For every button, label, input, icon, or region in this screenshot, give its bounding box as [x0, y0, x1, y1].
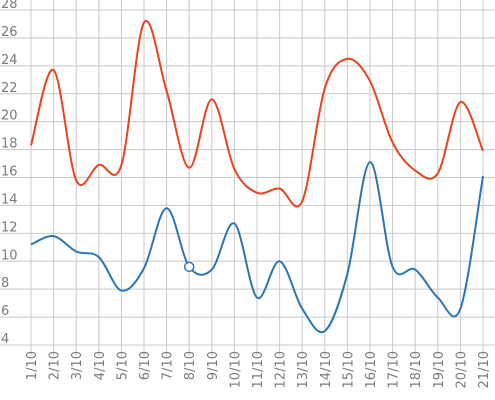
highlight-marker[interactable] [183, 261, 195, 273]
y-axis: 4 6 8 10 12 14 16 18 20 22 24 26 28 [1, 0, 18, 347]
x-tick-label: 12/10 [274, 351, 289, 388]
data-point [255, 295, 260, 300]
y-tick-label: 14 [1, 192, 18, 207]
data-point [322, 329, 327, 334]
y-tick-label: 24 [1, 53, 18, 68]
x-tick-label: 13/10 [296, 351, 311, 388]
x-tick-label: 7/10 [161, 351, 176, 380]
data-point [29, 242, 34, 247]
y-tick-label: 22 [1, 81, 18, 96]
data-point [74, 249, 79, 254]
x-tick-label: 17/10 [387, 351, 402, 388]
data-point [481, 148, 486, 153]
x-tick-label: 14/10 [319, 351, 334, 388]
data-point [435, 295, 440, 300]
y-tick-label: 16 [1, 165, 18, 180]
x-tick-label: 15/10 [341, 351, 356, 388]
data-point [119, 288, 124, 293]
x-tick-label: 19/10 [432, 351, 447, 388]
data-point [300, 306, 305, 311]
data-point [187, 165, 192, 170]
data-point [74, 178, 79, 183]
x-tick-label: 20/10 [454, 351, 469, 388]
data-point [119, 162, 124, 167]
x-tick-label: 4/10 [93, 351, 108, 380]
x-tick-label: 9/10 [206, 351, 221, 380]
data-point [142, 266, 147, 271]
data-point [209, 97, 214, 102]
grid [0, 0, 495, 356]
y-tick-label: 10 [1, 248, 18, 263]
y-tick-label: 18 [1, 137, 18, 152]
y-tick-label: 12 [1, 220, 18, 235]
y-tick-label: 8 [1, 276, 9, 291]
data-point [96, 162, 101, 167]
x-tick-label: 16/10 [364, 351, 379, 388]
x-tick-label: 10/10 [228, 351, 243, 388]
data-point [29, 143, 34, 148]
y-tick-label: 28 [1, 0, 18, 12]
data-point [255, 190, 260, 195]
data-point [345, 271, 350, 276]
y-tick-label: 4 [1, 332, 9, 347]
y-tick-label: 26 [1, 25, 18, 40]
data-point [368, 160, 373, 165]
data-point [390, 264, 395, 269]
data-point [458, 100, 463, 105]
x-tick-label: 1/10 [25, 351, 40, 380]
x-tick-label: 18/10 [409, 351, 424, 388]
data-point [232, 221, 237, 226]
series-line-2 [30, 161, 484, 334]
data-point [481, 174, 486, 179]
x-tick-label: 6/10 [138, 351, 153, 380]
data-point [96, 255, 101, 260]
y-tick-label: 6 [1, 304, 9, 319]
data-point [458, 306, 463, 311]
data-point [51, 234, 56, 239]
x-tick-label: 21/10 [477, 351, 492, 388]
series-line-1 [30, 19, 484, 208]
data-point [413, 168, 418, 173]
data-point [413, 267, 418, 272]
data-point [164, 88, 169, 93]
x-tick-label: 3/10 [70, 351, 85, 380]
data-point [232, 167, 237, 172]
data-point [322, 86, 327, 91]
x-tick-label: 5/10 [115, 351, 130, 380]
data-point [142, 20, 147, 25]
x-tick-label: 8/10 [183, 351, 198, 380]
data-point [277, 186, 282, 191]
x-tick-label: 2/10 [48, 351, 63, 380]
y-tick-label: 20 [1, 109, 18, 124]
data-point [51, 68, 56, 73]
data-point [277, 259, 282, 264]
highlight-marker-group [183, 261, 195, 273]
data-point [164, 206, 169, 211]
data-point [390, 140, 395, 145]
data-point [300, 199, 305, 204]
x-tick-label: 11/10 [251, 351, 266, 388]
x-axis: 1/10 2/10 3/10 4/10 5/10 6/10 7/10 8/10 9/10 10/1… [25, 351, 492, 388]
data-point [435, 171, 440, 176]
series-lines [29, 19, 486, 334]
data-point [209, 267, 214, 272]
data-point [345, 56, 350, 61]
data-point [368, 79, 373, 84]
